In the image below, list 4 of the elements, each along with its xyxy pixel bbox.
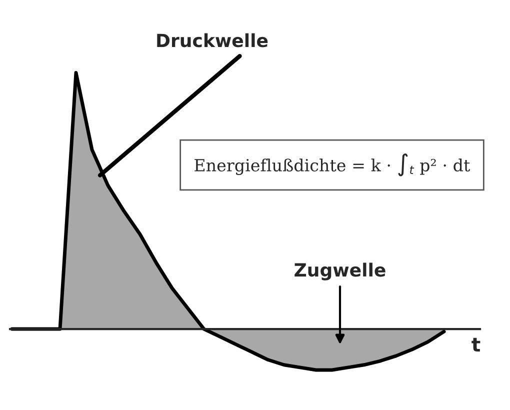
annotation: Energieflußdichte = k · ∫$_{t}$ p² · dt (194, 153, 470, 176)
annotation: Zugwelle (294, 262, 386, 280)
text: Druckwelle (157, 33, 268, 48)
x-axis-title: t (472, 338, 480, 352)
